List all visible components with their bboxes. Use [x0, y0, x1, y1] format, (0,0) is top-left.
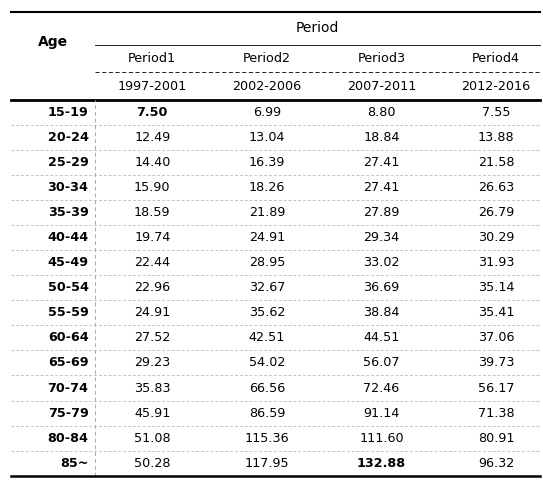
Text: 33.02: 33.02 [363, 256, 400, 269]
Text: 29.23: 29.23 [134, 357, 171, 369]
Text: 8.80: 8.80 [367, 106, 396, 119]
Text: 26.63: 26.63 [478, 181, 514, 194]
Text: 14.40: 14.40 [134, 156, 171, 169]
Text: 2012-2016: 2012-2016 [462, 80, 531, 93]
Text: 35.14: 35.14 [478, 281, 514, 294]
Text: 31.93: 31.93 [478, 256, 514, 269]
Text: 6.99: 6.99 [253, 106, 281, 119]
Text: 37.06: 37.06 [478, 332, 514, 344]
Text: 7.50: 7.50 [137, 106, 168, 119]
Text: 111.60: 111.60 [359, 432, 404, 444]
Text: 18.26: 18.26 [249, 181, 285, 194]
Text: 35-39: 35-39 [48, 206, 89, 219]
Text: 115.36: 115.36 [244, 432, 289, 444]
Text: 1997-2001: 1997-2001 [118, 80, 187, 93]
Text: 13.04: 13.04 [249, 131, 285, 144]
Text: 18.84: 18.84 [363, 131, 400, 144]
Text: 96.32: 96.32 [478, 457, 514, 469]
Text: 50.28: 50.28 [134, 457, 171, 469]
Text: Age: Age [38, 35, 68, 49]
Text: 13.88: 13.88 [478, 131, 514, 144]
Text: 45-49: 45-49 [47, 256, 89, 269]
Text: 35.41: 35.41 [478, 307, 514, 319]
Text: 80.91: 80.91 [478, 432, 514, 444]
Text: 29.34: 29.34 [363, 231, 400, 244]
Text: 132.88: 132.88 [357, 457, 406, 469]
Text: 35.62: 35.62 [249, 307, 285, 319]
Text: Period3: Period3 [357, 52, 406, 65]
Text: 2002-2006: 2002-2006 [232, 80, 301, 93]
Text: 30-34: 30-34 [47, 181, 89, 194]
Text: Period4: Period4 [472, 52, 520, 65]
Text: 71.38: 71.38 [478, 407, 514, 419]
Text: 24.91: 24.91 [134, 307, 171, 319]
Text: 18.59: 18.59 [134, 206, 171, 219]
Text: 22.44: 22.44 [134, 256, 171, 269]
Text: 32.67: 32.67 [249, 281, 285, 294]
Text: 28.95: 28.95 [249, 256, 285, 269]
Text: 27.41: 27.41 [363, 181, 400, 194]
Text: 91.14: 91.14 [363, 407, 400, 419]
Text: 26.79: 26.79 [478, 206, 514, 219]
Text: 55-59: 55-59 [48, 307, 89, 319]
Text: 54.02: 54.02 [249, 357, 285, 369]
Text: 7.55: 7.55 [482, 106, 510, 119]
Text: 117.95: 117.95 [244, 457, 289, 469]
Text: 15.90: 15.90 [134, 181, 171, 194]
Text: 39.73: 39.73 [478, 357, 514, 369]
Text: 25-29: 25-29 [48, 156, 89, 169]
Text: 27.41: 27.41 [363, 156, 400, 169]
Text: Period2: Period2 [243, 52, 291, 65]
Text: Period1: Period1 [128, 52, 176, 65]
Text: 24.91: 24.91 [249, 231, 285, 244]
Text: 21.58: 21.58 [478, 156, 514, 169]
Text: 22.96: 22.96 [134, 281, 171, 294]
Text: 27.52: 27.52 [134, 332, 171, 344]
Text: 12.49: 12.49 [134, 131, 171, 144]
Text: 27.89: 27.89 [363, 206, 400, 219]
Text: 21.89: 21.89 [249, 206, 285, 219]
Text: 72.46: 72.46 [363, 382, 400, 394]
Text: 42.51: 42.51 [249, 332, 285, 344]
Text: 56.07: 56.07 [363, 357, 400, 369]
Text: 85~: 85~ [60, 457, 89, 469]
Text: 45.91: 45.91 [134, 407, 171, 419]
Text: Period: Period [296, 21, 339, 36]
Text: 44.51: 44.51 [363, 332, 400, 344]
Text: 38.84: 38.84 [363, 307, 400, 319]
Text: 16.39: 16.39 [249, 156, 285, 169]
Text: 19.74: 19.74 [134, 231, 171, 244]
Text: 86.59: 86.59 [249, 407, 285, 419]
Text: 80-84: 80-84 [47, 432, 89, 444]
Text: 35.83: 35.83 [134, 382, 171, 394]
Text: 40-44: 40-44 [47, 231, 89, 244]
Text: 36.69: 36.69 [363, 281, 400, 294]
Text: 20-24: 20-24 [47, 131, 89, 144]
Text: 51.08: 51.08 [134, 432, 171, 444]
Text: 56.17: 56.17 [478, 382, 514, 394]
Text: 66.56: 66.56 [249, 382, 285, 394]
Text: 75-79: 75-79 [48, 407, 89, 419]
Text: 2007-2011: 2007-2011 [347, 80, 416, 93]
Text: 65-69: 65-69 [48, 357, 89, 369]
Text: 60-64: 60-64 [48, 332, 89, 344]
Text: 50-54: 50-54 [47, 281, 89, 294]
Text: 70-74: 70-74 [47, 382, 89, 394]
Text: 15-19: 15-19 [48, 106, 89, 119]
Text: 30.29: 30.29 [478, 231, 514, 244]
